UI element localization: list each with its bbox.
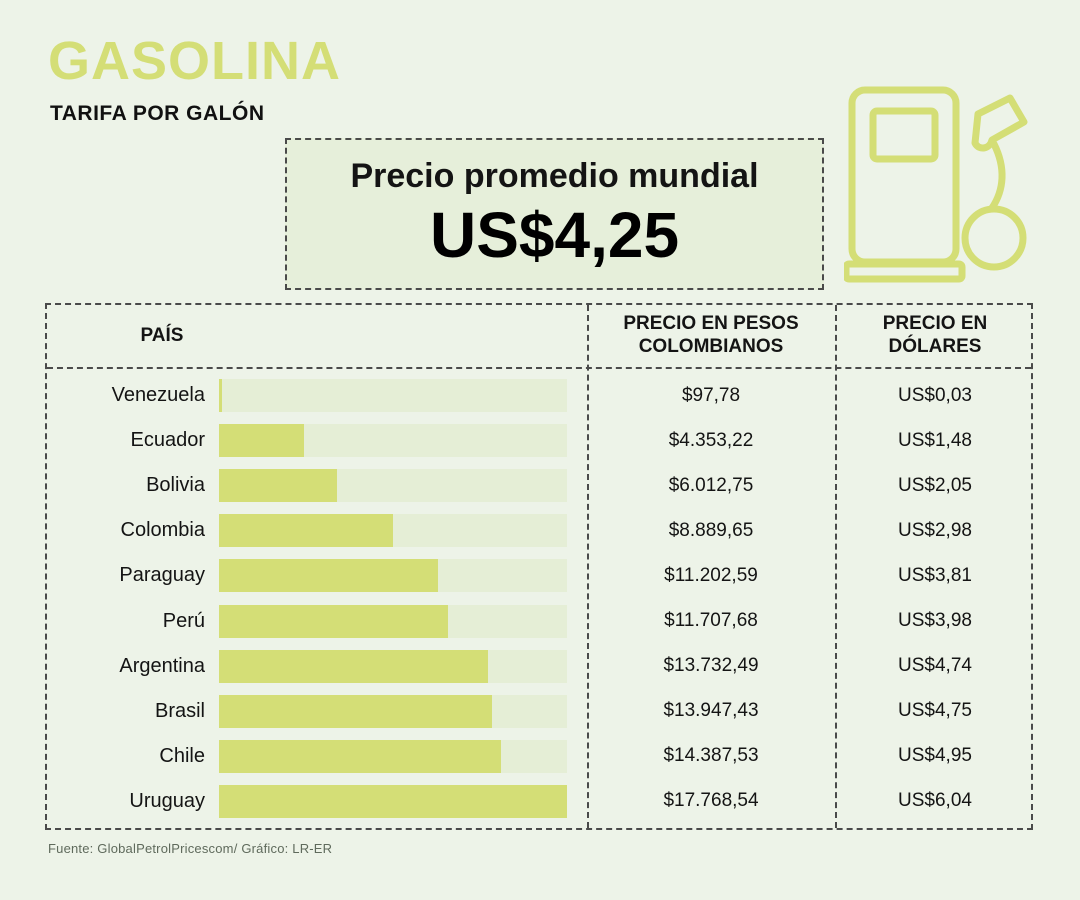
country-label: Uruguay bbox=[129, 789, 205, 812]
pesos-value: $13.947,43 bbox=[663, 700, 759, 722]
world-average-label: Precio promedio mundial bbox=[350, 156, 759, 195]
bar-fill bbox=[219, 469, 337, 503]
pesos-value: $6.012,75 bbox=[668, 474, 754, 496]
pesos-value: $17.768,54 bbox=[663, 790, 759, 812]
bar-fill bbox=[219, 514, 394, 548]
bar-fill bbox=[219, 739, 501, 773]
dollars-value: US$4,75 bbox=[898, 700, 972, 722]
dollars-value: US$3,81 bbox=[898, 564, 972, 586]
table-row: Paraguay $11.202,59 US$3,81 bbox=[47, 556, 1031, 596]
page-subtitle: TARIFA POR GALÓN bbox=[50, 102, 265, 125]
bar-track bbox=[219, 424, 567, 458]
dollars-value: US$0,03 bbox=[898, 384, 972, 406]
country-bar-cell: Perú bbox=[47, 601, 587, 641]
table-row: Brasil $13.947,43 US$4,75 bbox=[47, 691, 1031, 731]
bar-track bbox=[219, 739, 567, 773]
bar-fill bbox=[219, 649, 488, 683]
bar-fill bbox=[219, 604, 449, 638]
bar-track bbox=[219, 469, 567, 503]
column-divider-1 bbox=[587, 305, 589, 828]
table-header-row: PAÍS PRECIO EN PESOS COLOMBIANOS PRECIO … bbox=[47, 305, 1031, 367]
col-header-dolares: PRECIO EN DÓLARES bbox=[882, 313, 988, 357]
bar-fill bbox=[219, 784, 567, 818]
source-note: Fuente: GlobalPetrolPricescom/ Gráfico: … bbox=[48, 841, 333, 856]
gas-pump-svg bbox=[842, 86, 1028, 283]
price-table: PAÍS PRECIO EN PESOS COLOMBIANOS PRECIO … bbox=[45, 303, 1033, 830]
pesos-value: $4.353,22 bbox=[668, 429, 754, 451]
bar-track bbox=[219, 649, 567, 683]
country-label: Venezuela bbox=[111, 384, 205, 407]
table-row: Argentina $13.732,49 US$4,74 bbox=[47, 646, 1031, 686]
bar-track bbox=[219, 514, 567, 548]
col-header-pais: PAÍS bbox=[140, 324, 184, 346]
dollars-value: US$6,04 bbox=[898, 790, 972, 812]
table-row: Venezuela $97,78 US$0,03 bbox=[47, 376, 1031, 416]
country-label: Perú bbox=[162, 609, 205, 632]
country-label: Colombia bbox=[120, 519, 205, 542]
country-bar-cell: Chile bbox=[47, 736, 587, 776]
country-bar-cell: Ecuador bbox=[47, 421, 587, 461]
dollars-value: US$1,48 bbox=[898, 429, 972, 451]
pesos-value: $14.387,53 bbox=[663, 745, 759, 767]
dollars-value: US$2,05 bbox=[898, 474, 972, 496]
bar-fill bbox=[219, 379, 222, 413]
world-average-value: US$4,25 bbox=[429, 198, 680, 271]
bar-track bbox=[219, 604, 567, 638]
table-row: Chile $14.387,53 US$4,95 bbox=[47, 736, 1031, 776]
country-label: Paraguay bbox=[119, 564, 205, 587]
bar-fill bbox=[219, 694, 493, 728]
pesos-value: $13.732,49 bbox=[663, 655, 759, 677]
country-bar-cell: Paraguay bbox=[47, 556, 587, 596]
column-divider-2 bbox=[835, 305, 837, 828]
country-bar-cell: Brasil bbox=[47, 691, 587, 731]
country-bar-cell: Argentina bbox=[47, 646, 587, 686]
country-bar-cell: Colombia bbox=[47, 511, 587, 551]
bar-track bbox=[219, 379, 567, 413]
dollars-value: US$2,98 bbox=[898, 519, 972, 541]
bar-track bbox=[219, 694, 567, 728]
dollars-value: US$4,74 bbox=[898, 655, 972, 677]
bar-fill bbox=[219, 424, 305, 458]
table-row: Uruguay $17.768,54 US$6,04 bbox=[47, 781, 1031, 821]
table-row: Bolivia $6.012,75 US$2,05 bbox=[47, 466, 1031, 506]
pesos-value: $8.889,65 bbox=[668, 519, 754, 541]
table-row: Colombia $8.889,65 US$2,98 bbox=[47, 511, 1031, 551]
pesos-value: $11.202,59 bbox=[664, 564, 758, 586]
table-row: Perú $11.707,68 US$3,98 bbox=[47, 601, 1031, 641]
country-bar-cell: Venezuela bbox=[47, 376, 587, 416]
col-header-pesos: PRECIO EN PESOS COLOMBIANOS bbox=[623, 313, 799, 357]
pesos-value: $11.707,68 bbox=[664, 610, 758, 632]
header-divider bbox=[47, 367, 1031, 369]
country-bar-cell: Bolivia bbox=[47, 466, 587, 506]
dollars-value: US$4,95 bbox=[898, 745, 972, 767]
country-label: Chile bbox=[159, 744, 205, 767]
country-bar-cell: Uruguay bbox=[47, 781, 587, 821]
country-label: Bolivia bbox=[146, 474, 205, 497]
table-row: Ecuador $4.353,22 US$1,48 bbox=[47, 421, 1031, 461]
country-label: Argentina bbox=[119, 654, 205, 677]
bar-track bbox=[219, 559, 567, 593]
page-title: GASOLINA bbox=[48, 31, 342, 91]
world-average-box: Precio promedio mundial US$4,25 bbox=[285, 138, 824, 290]
dollars-value: US$3,98 bbox=[898, 610, 972, 632]
gas-pump-icon bbox=[842, 82, 1034, 292]
bar-fill bbox=[219, 559, 439, 593]
country-label: Ecuador bbox=[130, 429, 206, 452]
pesos-value: $97,78 bbox=[681, 384, 741, 406]
table-body: Venezuela $97,78 US$0,03 Ecuador $4.353,… bbox=[47, 369, 1031, 828]
bar-track bbox=[219, 784, 567, 818]
country-label: Brasil bbox=[154, 699, 205, 722]
